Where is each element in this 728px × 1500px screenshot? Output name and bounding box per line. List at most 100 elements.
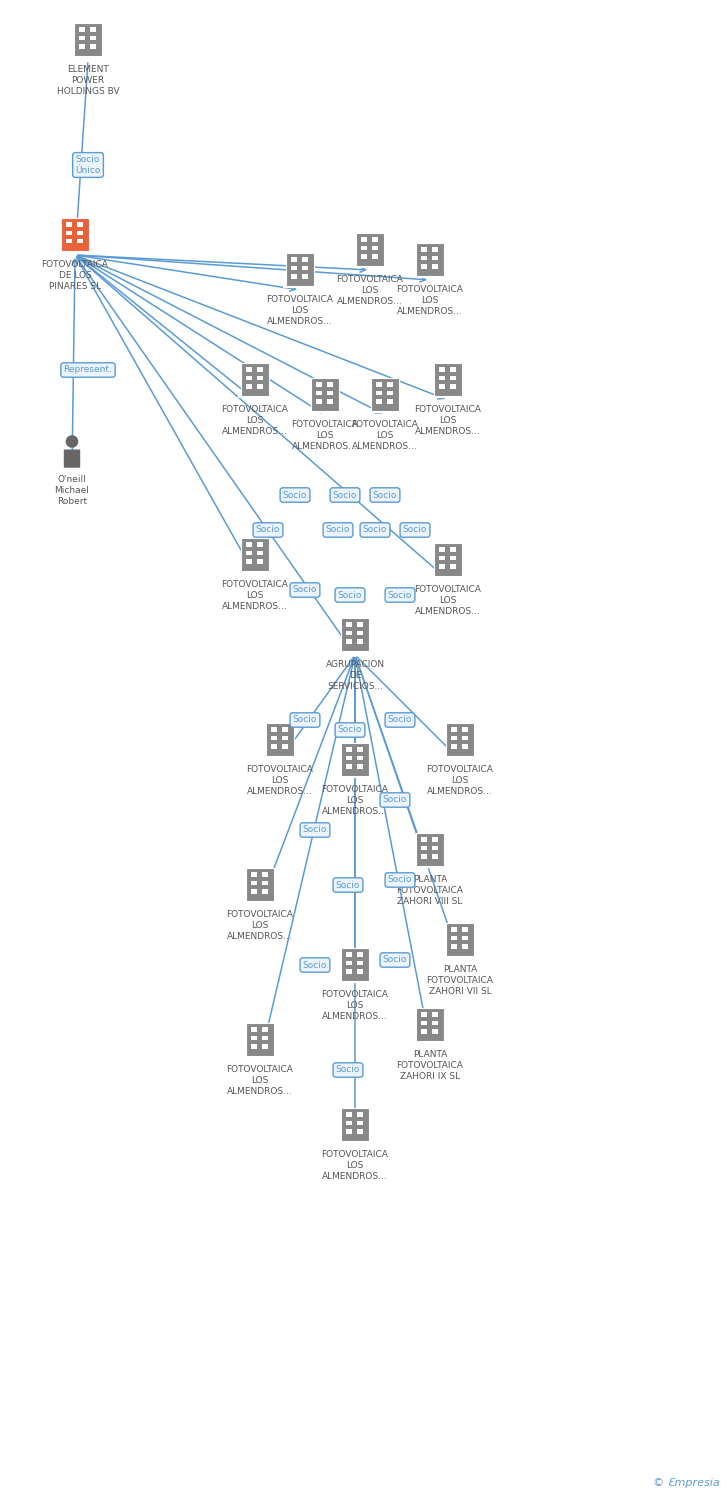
Text: Socio: Socio xyxy=(388,876,412,885)
FancyBboxPatch shape xyxy=(251,890,257,894)
FancyBboxPatch shape xyxy=(346,962,352,966)
FancyBboxPatch shape xyxy=(376,399,382,404)
FancyBboxPatch shape xyxy=(79,44,85,48)
FancyBboxPatch shape xyxy=(372,237,379,242)
FancyBboxPatch shape xyxy=(357,639,363,644)
FancyBboxPatch shape xyxy=(257,550,264,555)
Text: FOTOVOLTAICA
LOS
ALMENDROS...: FOTOVOLTAICA LOS ALMENDROS... xyxy=(414,405,481,436)
Text: Socio: Socio xyxy=(363,525,387,534)
FancyBboxPatch shape xyxy=(357,969,363,974)
FancyBboxPatch shape xyxy=(357,747,363,752)
FancyBboxPatch shape xyxy=(241,538,269,572)
FancyBboxPatch shape xyxy=(357,1112,363,1116)
Text: © Ɛmpresia: © Ɛmpresia xyxy=(653,1478,720,1488)
Text: Socio: Socio xyxy=(256,525,280,534)
FancyBboxPatch shape xyxy=(432,1029,438,1033)
FancyBboxPatch shape xyxy=(291,274,297,279)
FancyBboxPatch shape xyxy=(451,944,457,948)
FancyBboxPatch shape xyxy=(439,376,446,381)
FancyBboxPatch shape xyxy=(421,264,427,268)
Text: FOTOVOLTAICA
LOS
ALMENDROS...: FOTOVOLTAICA LOS ALMENDROS... xyxy=(247,765,314,796)
FancyBboxPatch shape xyxy=(266,723,294,758)
FancyBboxPatch shape xyxy=(77,238,84,243)
FancyBboxPatch shape xyxy=(262,890,269,894)
FancyBboxPatch shape xyxy=(421,853,427,858)
FancyBboxPatch shape xyxy=(357,756,363,760)
Circle shape xyxy=(66,435,79,448)
FancyBboxPatch shape xyxy=(341,618,369,652)
FancyBboxPatch shape xyxy=(316,399,323,404)
FancyBboxPatch shape xyxy=(66,222,72,226)
FancyBboxPatch shape xyxy=(257,560,264,564)
Text: PLANTA
FOTOVOLTAICA
ZAHORI VII SL: PLANTA FOTOVOLTAICA ZAHORI VII SL xyxy=(427,964,494,996)
FancyBboxPatch shape xyxy=(432,1022,438,1026)
Text: Socio: Socio xyxy=(373,490,397,500)
FancyBboxPatch shape xyxy=(346,622,352,627)
Text: Socio: Socio xyxy=(326,525,350,534)
FancyBboxPatch shape xyxy=(346,1112,352,1116)
FancyBboxPatch shape xyxy=(66,238,72,243)
FancyBboxPatch shape xyxy=(450,564,456,568)
FancyBboxPatch shape xyxy=(357,632,363,636)
FancyBboxPatch shape xyxy=(357,1130,363,1134)
Text: FOTOVOLTAICA
LOS
ALMENDROS...: FOTOVOLTAICA LOS ALMENDROS... xyxy=(226,1065,293,1096)
FancyBboxPatch shape xyxy=(90,27,96,32)
FancyBboxPatch shape xyxy=(257,542,264,546)
Text: Socio: Socio xyxy=(338,726,363,735)
FancyBboxPatch shape xyxy=(251,1044,257,1048)
FancyBboxPatch shape xyxy=(346,1120,352,1125)
FancyBboxPatch shape xyxy=(462,728,468,732)
Text: FOTOVOLTAICA
LOS
ALMENDROS...: FOTOVOLTAICA LOS ALMENDROS... xyxy=(322,990,389,1022)
Text: Socio: Socio xyxy=(293,716,317,724)
FancyBboxPatch shape xyxy=(346,969,352,974)
FancyBboxPatch shape xyxy=(451,927,457,932)
FancyBboxPatch shape xyxy=(246,560,252,564)
FancyBboxPatch shape xyxy=(346,1130,352,1134)
FancyBboxPatch shape xyxy=(328,392,333,396)
FancyBboxPatch shape xyxy=(439,368,446,372)
FancyBboxPatch shape xyxy=(357,952,363,957)
FancyBboxPatch shape xyxy=(361,254,367,258)
FancyBboxPatch shape xyxy=(371,378,399,412)
Text: Socio: Socio xyxy=(403,525,427,534)
FancyBboxPatch shape xyxy=(432,1013,438,1017)
FancyBboxPatch shape xyxy=(246,542,252,546)
FancyBboxPatch shape xyxy=(246,376,252,381)
FancyBboxPatch shape xyxy=(357,764,363,768)
Text: Socio
Único: Socio Único xyxy=(75,156,100,174)
FancyBboxPatch shape xyxy=(372,246,379,250)
Text: FOTOVOLTAICA
LOS
ALMENDROS...: FOTOVOLTAICA LOS ALMENDROS... xyxy=(322,784,389,816)
Text: Socio: Socio xyxy=(293,585,317,594)
FancyBboxPatch shape xyxy=(376,392,382,396)
FancyBboxPatch shape xyxy=(446,723,474,758)
FancyBboxPatch shape xyxy=(79,27,85,32)
FancyBboxPatch shape xyxy=(387,399,393,404)
FancyBboxPatch shape xyxy=(421,1013,427,1017)
Text: FOTOVOLTAICA
LOS
ALMENDROS...: FOTOVOLTAICA LOS ALMENDROS... xyxy=(352,420,419,452)
FancyBboxPatch shape xyxy=(251,871,257,876)
FancyBboxPatch shape xyxy=(282,744,288,748)
FancyBboxPatch shape xyxy=(450,384,456,388)
FancyBboxPatch shape xyxy=(271,728,277,732)
Text: ELEMENT
POWER
HOLDINGS BV: ELEMENT POWER HOLDINGS BV xyxy=(57,64,119,96)
FancyBboxPatch shape xyxy=(346,764,352,768)
FancyBboxPatch shape xyxy=(451,936,457,940)
FancyBboxPatch shape xyxy=(251,880,257,885)
FancyBboxPatch shape xyxy=(450,556,456,561)
FancyBboxPatch shape xyxy=(451,736,457,741)
FancyBboxPatch shape xyxy=(246,368,252,372)
Text: FOTOVOLTAICA
LOS
ALMENDROS...: FOTOVOLTAICA LOS ALMENDROS... xyxy=(322,1150,389,1180)
FancyBboxPatch shape xyxy=(372,254,379,258)
FancyBboxPatch shape xyxy=(421,846,427,850)
FancyBboxPatch shape xyxy=(257,368,264,372)
Text: PLANTA
FOTOVOLTAICA
ZAHORI VIII SL: PLANTA FOTOVOLTAICA ZAHORI VIII SL xyxy=(397,874,464,906)
Text: Socio: Socio xyxy=(333,490,357,500)
FancyBboxPatch shape xyxy=(387,392,393,396)
Text: AGRUPACION
DE
SERVICIOS...: AGRUPACION DE SERVICIOS... xyxy=(325,660,384,692)
FancyBboxPatch shape xyxy=(77,231,84,236)
FancyBboxPatch shape xyxy=(262,871,269,876)
Text: Socio: Socio xyxy=(383,956,407,964)
FancyBboxPatch shape xyxy=(251,1028,257,1032)
FancyBboxPatch shape xyxy=(257,376,264,381)
FancyBboxPatch shape xyxy=(432,853,438,858)
